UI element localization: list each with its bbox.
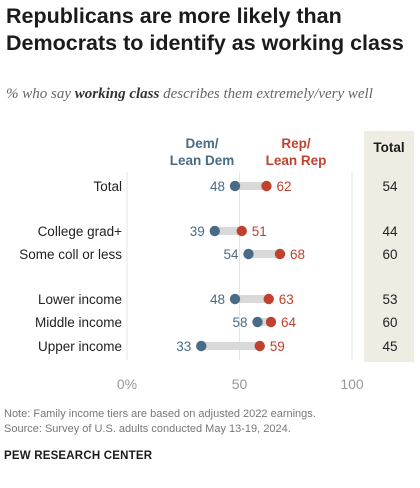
total-value-lower-income: 53	[382, 292, 397, 307]
subtitle-suffix: describes them extremely/very well	[159, 86, 373, 102]
x-tick-label-100: 100	[340, 376, 364, 392]
brand-logo-text: PEW RESEARCH CENTER	[4, 450, 153, 462]
row-label-total: Total	[93, 179, 122, 194]
subtitle-prefix: % who say	[6, 86, 75, 102]
x-tick-label-0: 0%	[117, 376, 137, 392]
dem-value-lower-income: 48	[210, 292, 225, 307]
rep-dot-lower-income	[263, 293, 274, 305]
dem-value-some-coll-or-less: 54	[223, 247, 239, 262]
rep-dot-college-grad-	[236, 225, 247, 237]
row-label-lower-income: Lower income	[38, 292, 122, 307]
rep-dot-upper-income	[254, 340, 265, 352]
x-tick-label-50: 50	[232, 376, 248, 392]
legend-dem-line-1: Dem/	[185, 136, 218, 151]
rep-value-total: 62	[277, 179, 292, 194]
chart-subtitle: % who say working class describes them e…	[6, 84, 414, 105]
rep-value-college-grad-: 51	[252, 224, 267, 239]
row-label-upper-income: Upper income	[38, 339, 122, 354]
total-value-middle-income: 60	[382, 315, 397, 330]
rep-value-upper-income: 59	[270, 339, 285, 354]
subtitle-emphasis: working class	[74, 86, 160, 102]
total-value-college-grad-: 44	[382, 224, 398, 239]
row-label-middle-income: Middle income	[35, 315, 122, 330]
total-value-some-coll-or-less: 60	[382, 247, 397, 262]
dem-dot-upper-income	[196, 340, 207, 352]
row-label-college-grad-: College grad+	[38, 224, 123, 239]
footnote: Note: Family income tiers are based on a…	[4, 408, 316, 420]
dem-value-total: 48	[210, 179, 225, 194]
dem-dot-middle-income	[252, 316, 263, 328]
dot-plot-chart: Dem/Lean Dem Rep/Lean Rep Total Total 48 62 54…	[19, 131, 414, 392]
rep-value-some-coll-or-less: 68	[290, 247, 305, 262]
total-column-panel	[364, 131, 414, 362]
rep-dot-total	[261, 180, 272, 192]
row-label-some-coll-or-less: Some coll or less	[19, 247, 122, 262]
legend-rep-line-1: Rep/	[281, 136, 311, 151]
legend-dem-line-2: Lean Dem	[170, 153, 235, 168]
rep-dot-some-coll-or-less	[274, 248, 286, 260]
dem-value-middle-income: 58	[232, 315, 247, 330]
dem-dot-some-coll-or-less	[243, 248, 254, 260]
legend-rep-line-2: Lean Rep	[266, 153, 327, 168]
dem-dot-college-grad-	[209, 225, 220, 237]
dem-value-upper-income: 33	[176, 339, 191, 354]
rep-value-middle-income: 64	[281, 315, 297, 330]
rep-dot-middle-income	[265, 316, 277, 328]
dem-value-college-grad-: 39	[190, 224, 205, 239]
dem-dot-lower-income	[229, 293, 241, 305]
total-value-total: 54	[382, 179, 398, 194]
source-line: Source: Survey of U.S. adults conducted …	[4, 423, 291, 435]
chart-title: Republicans are more likely than Democra…	[6, 4, 404, 55]
dem-dot-total	[229, 180, 241, 192]
total-value-upper-income: 45	[382, 339, 397, 354]
total-column-header: Total	[373, 140, 404, 155]
rep-value-lower-income: 63	[279, 292, 294, 307]
